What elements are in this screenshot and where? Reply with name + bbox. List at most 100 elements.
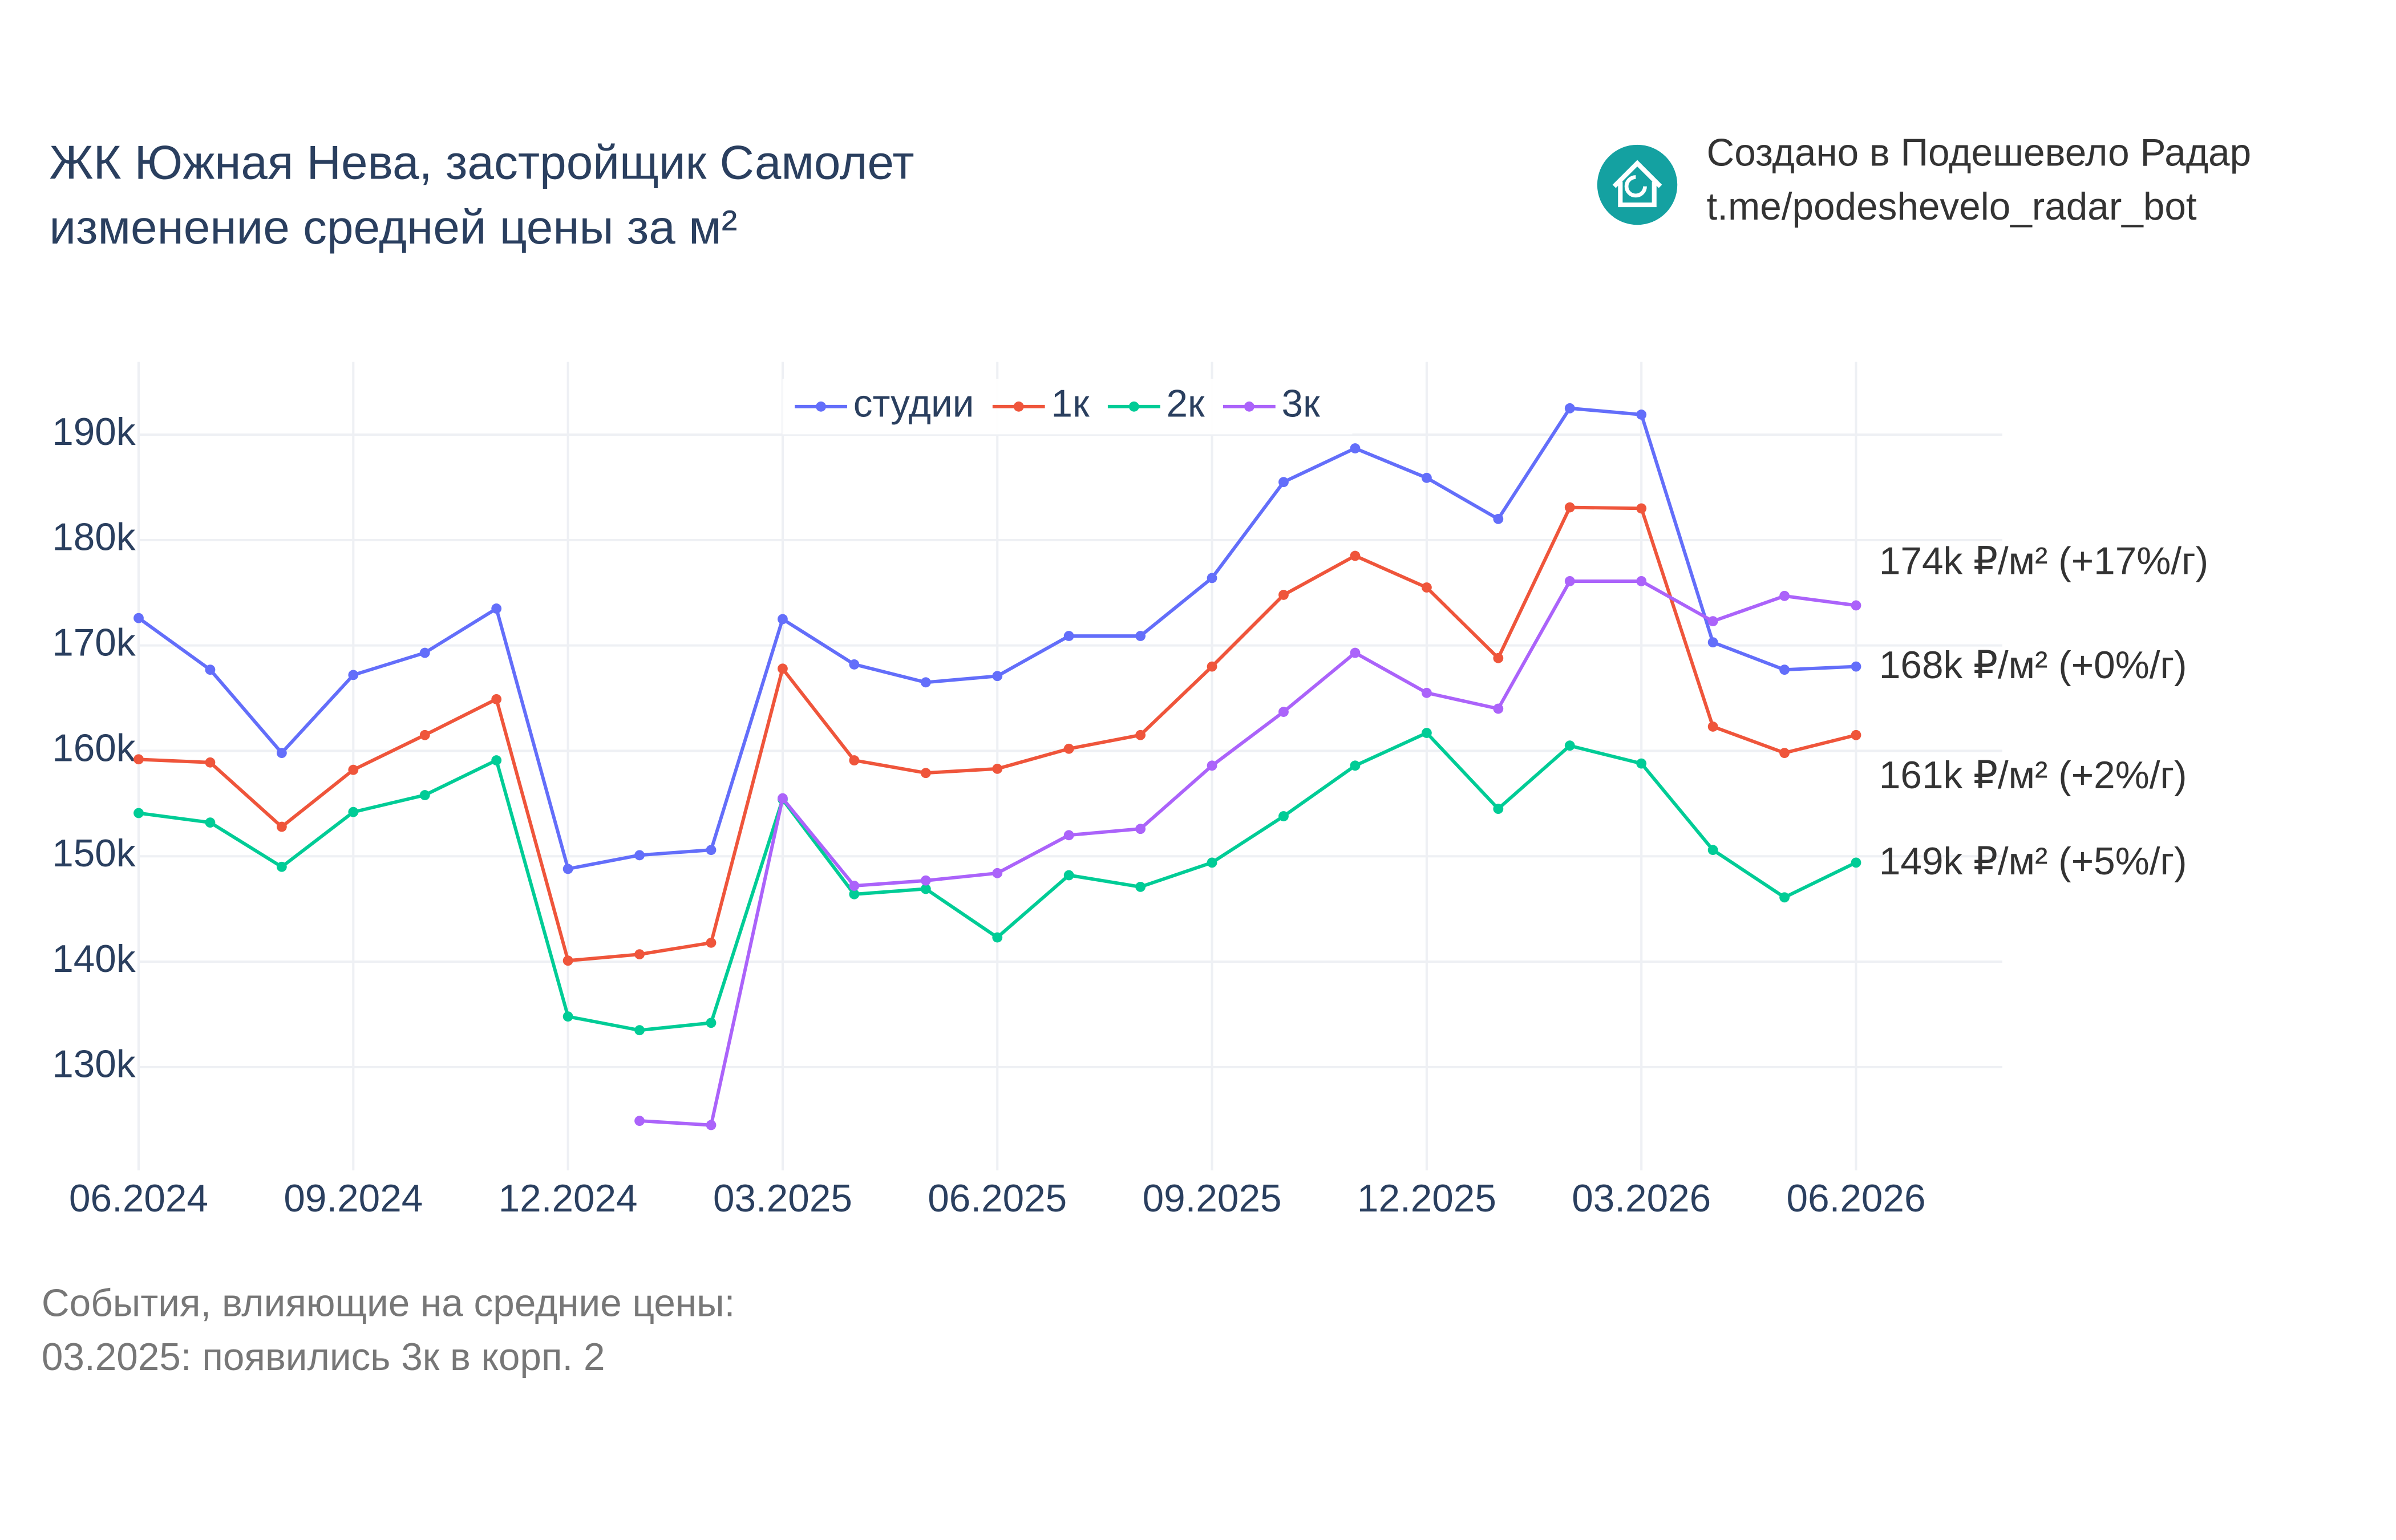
x-tick-label: 06.2024	[69, 1177, 208, 1220]
data-point	[1493, 703, 1504, 714]
data-point	[920, 677, 931, 688]
data-point	[992, 763, 1003, 774]
data-point	[849, 659, 860, 670]
data-point	[634, 850, 645, 861]
data-point	[1707, 845, 1718, 856]
data-point	[1135, 881, 1146, 892]
data-point	[849, 881, 860, 891]
data-point	[1421, 728, 1432, 738]
data-point	[1278, 590, 1289, 600]
data-point	[1207, 661, 1217, 672]
data-point	[562, 1011, 573, 1022]
x-tick-label: 09.2025	[1143, 1177, 1282, 1220]
data-point	[1493, 513, 1504, 524]
end-label: 168k ₽/м² (+0%/г)	[1879, 644, 2187, 687]
data-point	[1135, 730, 1146, 740]
data-point	[133, 808, 144, 818]
data-point	[1636, 410, 1647, 420]
data-point	[778, 614, 788, 625]
x-tick-label: 06.2025	[928, 1177, 1067, 1220]
end-label: 174k ₽/м² (+17%/г)	[1879, 540, 2208, 582]
credit-line: Создано в Подешевело Радар	[1707, 132, 2252, 175]
data-point	[1350, 443, 1361, 453]
legend-label: 1к	[1051, 383, 1090, 425]
data-point	[706, 845, 717, 856]
y-tick-label: 150k	[52, 832, 136, 875]
legend-swatch	[816, 401, 826, 412]
data-point	[1135, 631, 1146, 641]
legend-swatch	[1128, 401, 1139, 412]
data-point	[348, 807, 359, 817]
data-point	[1636, 576, 1647, 586]
end-label: 161k ₽/м² (+2%/г)	[1879, 754, 2187, 797]
data-point	[276, 821, 287, 832]
data-point	[920, 884, 931, 894]
data-point	[1564, 576, 1575, 586]
data-point	[1063, 830, 1074, 841]
data-point	[205, 664, 216, 675]
data-point	[778, 793, 788, 804]
x-tick-label: 12.2024	[499, 1177, 638, 1220]
x-tick-label: 12.2025	[1357, 1177, 1496, 1220]
data-point	[276, 748, 287, 759]
data-point	[992, 932, 1003, 943]
data-point	[562, 864, 573, 874]
data-point	[1851, 661, 1861, 672]
data-point	[1851, 857, 1861, 868]
y-tick-label: 140k	[52, 938, 136, 980]
x-tick-label: 03.2026	[1572, 1177, 1711, 1220]
data-point	[1063, 743, 1074, 754]
legend-label: 3к	[1282, 383, 1321, 425]
data-point	[205, 757, 216, 768]
data-point	[133, 754, 144, 765]
data-point	[1421, 582, 1432, 593]
credit-line: t.me/podeshevelo_radar_bot	[1707, 185, 2197, 228]
data-point	[1350, 550, 1361, 561]
data-point	[1135, 824, 1146, 834]
data-point	[1421, 687, 1432, 698]
title-line: изменение средней цены за м²	[49, 200, 737, 254]
data-point	[992, 868, 1003, 878]
data-point	[419, 790, 430, 800]
data-point	[1493, 653, 1504, 663]
notes-title: События, влияющие на средние цены:	[42, 1282, 735, 1324]
legend-label: 2к	[1166, 383, 1205, 425]
data-point	[1350, 760, 1361, 771]
end-label: 149k ₽/м² (+5%/г)	[1879, 840, 2187, 883]
data-point	[1636, 503, 1647, 514]
data-point	[1278, 811, 1289, 821]
data-point	[562, 955, 573, 966]
data-point	[1278, 477, 1289, 488]
legend-swatch	[1244, 401, 1254, 412]
x-tick-label: 03.2025	[713, 1177, 852, 1220]
data-point	[1707, 616, 1718, 627]
y-tick-label: 130k	[52, 1043, 136, 1086]
data-point	[419, 730, 430, 740]
x-tick-label: 09.2024	[284, 1177, 423, 1220]
data-point	[1779, 748, 1790, 759]
data-point	[849, 889, 860, 899]
data-point	[1707, 637, 1718, 648]
data-point	[1564, 403, 1575, 414]
legend-label: студии	[853, 383, 974, 425]
data-point	[920, 768, 931, 779]
y-tick-label: 180k	[52, 516, 136, 559]
data-point	[1350, 647, 1361, 658]
data-point	[419, 647, 430, 658]
data-point	[1564, 502, 1575, 513]
data-point	[920, 875, 931, 886]
y-tick-label: 190k	[52, 411, 136, 453]
data-point	[706, 937, 717, 948]
data-point	[1851, 730, 1861, 740]
y-tick-label: 160k	[52, 727, 136, 769]
data-point	[992, 671, 1003, 682]
data-point	[348, 764, 359, 775]
data-point	[1851, 600, 1861, 611]
data-point	[491, 694, 502, 704]
data-point	[491, 603, 502, 614]
data-point	[1564, 740, 1575, 751]
data-point	[1636, 758, 1647, 769]
logo	[1597, 144, 1678, 225]
